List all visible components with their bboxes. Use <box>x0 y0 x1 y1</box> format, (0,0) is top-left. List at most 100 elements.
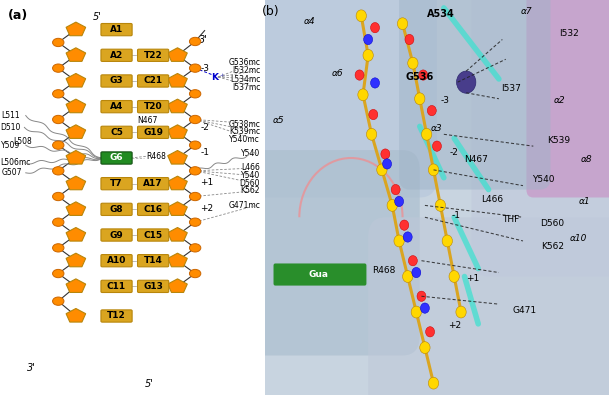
Text: L508: L508 <box>13 137 32 146</box>
Text: N467: N467 <box>465 156 488 164</box>
Text: α4: α4 <box>304 17 315 26</box>
Text: A17: A17 <box>143 179 163 188</box>
Circle shape <box>381 149 390 159</box>
Polygon shape <box>167 279 188 292</box>
Polygon shape <box>167 73 188 87</box>
Text: THF: THF <box>502 215 519 224</box>
Text: Y540: Y540 <box>241 149 260 158</box>
FancyBboxPatch shape <box>101 310 132 322</box>
Polygon shape <box>167 228 188 241</box>
Text: 5': 5' <box>93 12 102 22</box>
Circle shape <box>419 70 428 80</box>
FancyBboxPatch shape <box>101 280 132 292</box>
Text: G536: G536 <box>406 72 434 82</box>
Text: -2: -2 <box>200 123 209 132</box>
Polygon shape <box>66 308 86 322</box>
Circle shape <box>377 164 387 176</box>
Text: 3': 3' <box>27 363 35 373</box>
Text: Y540: Y540 <box>532 175 555 184</box>
FancyBboxPatch shape <box>248 150 420 356</box>
Polygon shape <box>167 48 188 61</box>
Text: T7: T7 <box>110 179 123 188</box>
Circle shape <box>442 235 452 247</box>
Circle shape <box>449 271 459 282</box>
Circle shape <box>189 192 201 201</box>
Text: L466: L466 <box>481 195 503 204</box>
Circle shape <box>370 78 379 88</box>
Text: A4: A4 <box>110 102 123 111</box>
Text: L506mc: L506mc <box>0 158 30 167</box>
Text: G471mc: G471mc <box>228 201 260 210</box>
Text: -3: -3 <box>200 64 209 73</box>
Text: A1: A1 <box>110 25 123 34</box>
Text: D510: D510 <box>0 123 20 132</box>
Text: G471: G471 <box>513 306 537 314</box>
Text: (a): (a) <box>8 9 29 22</box>
Text: α3: α3 <box>431 124 443 133</box>
Text: G13: G13 <box>143 282 163 291</box>
Circle shape <box>189 64 201 72</box>
Circle shape <box>52 64 64 72</box>
Circle shape <box>52 115 64 124</box>
FancyBboxPatch shape <box>248 0 437 198</box>
Text: K539mc: K539mc <box>229 128 260 136</box>
Circle shape <box>421 128 432 140</box>
Circle shape <box>395 196 404 207</box>
Circle shape <box>394 235 404 247</box>
Circle shape <box>189 218 201 226</box>
FancyBboxPatch shape <box>526 0 609 198</box>
Text: T22: T22 <box>144 51 163 60</box>
Text: K$^+$: K$^+$ <box>211 71 225 83</box>
Circle shape <box>400 220 409 230</box>
FancyBboxPatch shape <box>101 152 132 164</box>
FancyBboxPatch shape <box>101 75 132 87</box>
Text: G9: G9 <box>110 231 124 239</box>
Circle shape <box>407 57 418 69</box>
Circle shape <box>369 109 378 120</box>
Circle shape <box>398 18 407 30</box>
Text: +1: +1 <box>200 178 214 187</box>
Text: α6: α6 <box>331 69 343 77</box>
Circle shape <box>189 90 201 98</box>
Text: -2: -2 <box>449 148 459 156</box>
Text: T14: T14 <box>144 256 163 265</box>
Text: α5: α5 <box>273 116 284 125</box>
FancyBboxPatch shape <box>138 178 169 190</box>
Polygon shape <box>66 176 86 190</box>
Text: N467: N467 <box>137 116 157 125</box>
FancyBboxPatch shape <box>265 0 609 395</box>
Circle shape <box>189 115 201 124</box>
Polygon shape <box>66 22 86 36</box>
Circle shape <box>367 128 377 140</box>
Circle shape <box>420 342 430 354</box>
Text: C5: C5 <box>110 128 123 137</box>
Text: T20: T20 <box>144 102 163 111</box>
Circle shape <box>411 306 421 318</box>
Polygon shape <box>167 150 188 164</box>
Polygon shape <box>66 228 86 241</box>
Circle shape <box>432 141 442 151</box>
Circle shape <box>428 377 438 389</box>
FancyBboxPatch shape <box>368 217 609 395</box>
Polygon shape <box>66 99 86 113</box>
Text: Y540mc: Y540mc <box>230 135 260 144</box>
Circle shape <box>405 34 414 45</box>
Polygon shape <box>167 253 188 267</box>
FancyBboxPatch shape <box>101 229 132 241</box>
Circle shape <box>52 192 64 201</box>
Text: +2: +2 <box>448 322 461 330</box>
Circle shape <box>457 71 476 93</box>
Circle shape <box>189 167 201 175</box>
Text: α1: α1 <box>579 197 591 206</box>
Text: A2: A2 <box>110 51 123 60</box>
Text: G6: G6 <box>110 154 124 162</box>
Polygon shape <box>167 202 188 215</box>
FancyBboxPatch shape <box>138 280 169 292</box>
Text: T12: T12 <box>107 312 126 320</box>
Circle shape <box>456 306 466 318</box>
Polygon shape <box>66 202 86 215</box>
Circle shape <box>356 10 367 22</box>
Polygon shape <box>167 125 188 138</box>
Text: L466: L466 <box>241 164 260 172</box>
Text: C16: C16 <box>144 205 163 214</box>
